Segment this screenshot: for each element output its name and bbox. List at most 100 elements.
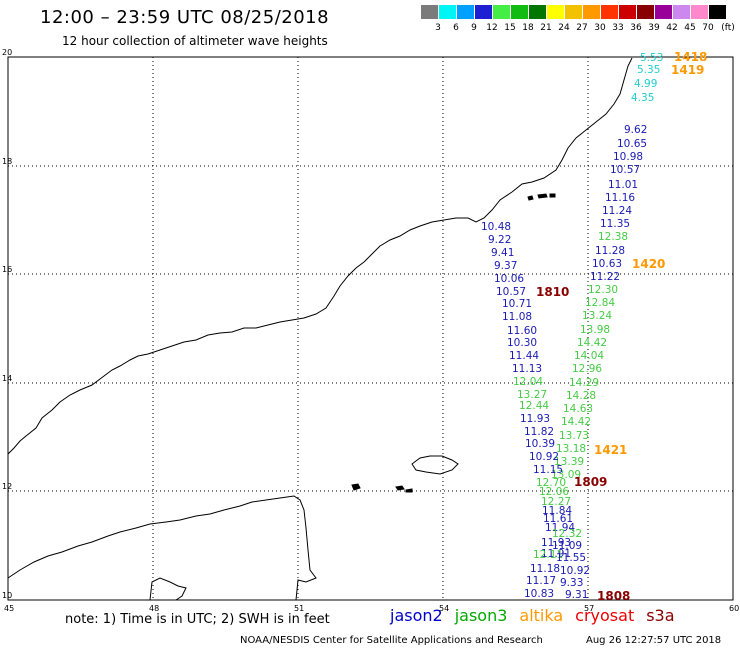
swh-value: 13.18 bbox=[556, 443, 586, 455]
satellite-jason2: jason2 bbox=[390, 606, 443, 625]
swh-value: 4.99 bbox=[634, 78, 657, 90]
swh-value: 9.33 bbox=[560, 577, 583, 589]
swh-value: 10.06 bbox=[494, 273, 524, 285]
legend-swatch bbox=[511, 5, 528, 19]
legend-swatch bbox=[691, 5, 708, 19]
legend-label: 42 bbox=[666, 23, 678, 33]
swh-value: 12.32 bbox=[552, 528, 582, 540]
swh-value: 11.09 bbox=[552, 540, 582, 552]
swh-value: 4.35 bbox=[631, 92, 654, 104]
swh-value: 5.35 bbox=[637, 64, 660, 76]
kuria-islands bbox=[527, 193, 556, 201]
legend-label: 36 bbox=[630, 23, 642, 33]
swh-value: 10.83 bbox=[524, 588, 554, 600]
swh-value: 11.24 bbox=[602, 205, 632, 217]
lat-tick-label: 18 bbox=[2, 157, 12, 166]
swh-value: 5.53 bbox=[640, 52, 663, 64]
legend-label: 12 bbox=[486, 23, 498, 33]
legend-label: 21 bbox=[540, 23, 552, 33]
legend-swatch bbox=[421, 5, 438, 19]
map-frame bbox=[7, 56, 734, 601]
lat-tick-label: 12 bbox=[2, 482, 12, 491]
swh-value: 13.39 bbox=[554, 456, 584, 468]
legend-label: 70 bbox=[702, 23, 714, 33]
legend-swatch bbox=[565, 5, 582, 19]
swh-value: 11.93 bbox=[541, 537, 571, 549]
horn-coast bbox=[149, 577, 187, 601]
swh-value: 12.70 bbox=[536, 477, 566, 489]
legend-label: 6 bbox=[453, 23, 459, 33]
swh-value: 13.73 bbox=[559, 430, 589, 442]
swh-value: 10.63 bbox=[592, 258, 622, 270]
map-title: 12:00 – 23:59 UTC 08/25/2018 bbox=[40, 7, 330, 28]
legend-swatch bbox=[637, 5, 654, 19]
lat-tick-label: 20 bbox=[2, 48, 12, 57]
legend-label: 24 bbox=[558, 23, 570, 33]
swh-value: 12.27 bbox=[541, 496, 571, 508]
legend-swatch bbox=[547, 5, 564, 19]
swh-value: 11.60 bbox=[507, 325, 537, 337]
legend-swatch bbox=[673, 5, 690, 19]
grid-lines bbox=[8, 57, 733, 600]
small-island-2 bbox=[395, 485, 405, 491]
swh-value: 9.62 bbox=[624, 124, 647, 136]
swh-value: 11.01 bbox=[608, 179, 638, 191]
swh-value: 13.09 bbox=[551, 469, 581, 481]
swh-value: 12.96 bbox=[572, 363, 602, 375]
legend-label: 15 bbox=[504, 23, 516, 33]
lon-tick-label: 45 bbox=[4, 604, 14, 613]
satellite-legend: jason2 jason3 altika cryosat s3a bbox=[390, 606, 687, 625]
pass-id-label: 1810 bbox=[536, 285, 569, 299]
legend-swatch bbox=[475, 5, 492, 19]
swh-value: 10.30 bbox=[507, 337, 537, 349]
swh-value: 12.44 bbox=[519, 400, 549, 412]
swh-value: 14.63 bbox=[563, 403, 593, 415]
satellite-s3a: s3a bbox=[646, 606, 675, 625]
legend-label: 33 bbox=[612, 23, 624, 33]
lat-tick-label: 10 bbox=[2, 591, 12, 600]
swh-value: 12.11 bbox=[533, 549, 563, 561]
swh-value: 11.15 bbox=[533, 464, 563, 476]
lat-tick-label: 16 bbox=[2, 265, 12, 274]
legend-swatch bbox=[619, 5, 636, 19]
legend-label: 30 bbox=[594, 23, 606, 33]
swh-value: 11.84 bbox=[542, 505, 572, 517]
pass-id-label: 1421 bbox=[594, 443, 627, 457]
legend-swatch bbox=[493, 5, 510, 19]
swh-value: 9.41 bbox=[491, 247, 514, 259]
satellite-cryosat: cryosat bbox=[575, 606, 635, 625]
swh-value: 13.98 bbox=[580, 324, 610, 336]
legend-swatch bbox=[655, 5, 672, 19]
lon-tick-label: 54 bbox=[439, 604, 449, 613]
swh-value: 11.13 bbox=[512, 363, 542, 375]
lon-tick-label: 57 bbox=[584, 604, 594, 613]
legend-swatch bbox=[583, 5, 600, 19]
swh-value: 10.57 bbox=[496, 286, 526, 298]
swh-value: 10.39 bbox=[525, 438, 555, 450]
swh-value: 14.29 bbox=[569, 377, 599, 389]
satellite-altika: altika bbox=[519, 606, 564, 625]
swh-value: 9.31 bbox=[565, 589, 588, 601]
swh-value: 11.44 bbox=[509, 350, 539, 362]
swh-value: 14.04 bbox=[574, 350, 604, 362]
coastline bbox=[7, 57, 633, 455]
swh-value: 10.92 bbox=[529, 451, 559, 463]
legend-label: 9 bbox=[471, 23, 477, 33]
small-island bbox=[351, 483, 361, 491]
swh-value: 11.35 bbox=[600, 218, 630, 230]
legend-unit: (ft) bbox=[721, 23, 735, 33]
lon-tick-label: 48 bbox=[149, 604, 159, 613]
swh-value: 12.30 bbox=[588, 284, 618, 296]
swh-value: 14.42 bbox=[561, 416, 591, 428]
swh-value: 11.22 bbox=[590, 271, 620, 283]
pass-id-label: 1419 bbox=[671, 63, 704, 77]
legend-swatch bbox=[529, 5, 546, 19]
satellite-jason3: jason3 bbox=[454, 606, 508, 625]
axis-labels: 45 48 51 54 57 60 20 18 16 14 12 10 bbox=[2, 48, 739, 613]
swh-value: 12.84 bbox=[585, 297, 615, 309]
swh-value: 14.42 bbox=[577, 337, 607, 349]
swh-value: 9.37 bbox=[494, 260, 517, 272]
swh-value: 11.16 bbox=[605, 192, 635, 204]
swh-value: 14.28 bbox=[566, 390, 596, 402]
